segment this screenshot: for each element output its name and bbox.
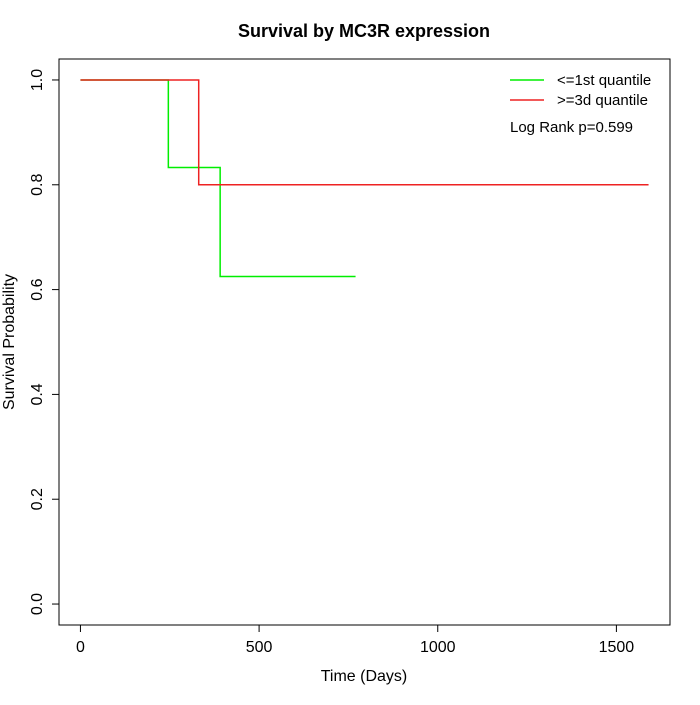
y-tick-label: 0.0 bbox=[29, 593, 46, 615]
x-axis: 0 500 1000 1500 bbox=[76, 624, 635, 656]
legend-label-1: <=1st quantile bbox=[557, 72, 651, 89]
log-rank-annotation: Log Rank p=0.599 bbox=[510, 119, 633, 136]
y-axis: 0.0 0.2 0.4 0.6 0.8 1.0 bbox=[29, 69, 60, 615]
y-tick-label: 0.4 bbox=[29, 383, 46, 405]
x-tick-label: 1500 bbox=[599, 639, 635, 656]
plot-frame bbox=[58, 58, 671, 626]
survival-curve-1 bbox=[80, 79, 356, 278]
y-tick-label: 1.0 bbox=[29, 69, 46, 91]
series-layer bbox=[80, 79, 649, 278]
y-tick-label: 0.2 bbox=[29, 488, 46, 510]
x-tick-label: 0 bbox=[76, 639, 85, 656]
y-tick-label: 0.6 bbox=[29, 278, 46, 300]
legend-label-2: >=3d quantile bbox=[557, 92, 648, 109]
survival-curve-2 bbox=[80, 79, 649, 186]
x-axis-label: Time (Days) bbox=[321, 668, 408, 685]
y-tick-label: 0.8 bbox=[29, 174, 46, 196]
legend: <=1st quantile >=3d quantile bbox=[510, 72, 651, 109]
y-axis-label: Survival Probability bbox=[1, 274, 18, 410]
x-tick-label: 1000 bbox=[420, 639, 456, 656]
x-tick-label: 500 bbox=[246, 639, 273, 656]
chart-title: Survival by MC3R expression bbox=[238, 21, 490, 41]
